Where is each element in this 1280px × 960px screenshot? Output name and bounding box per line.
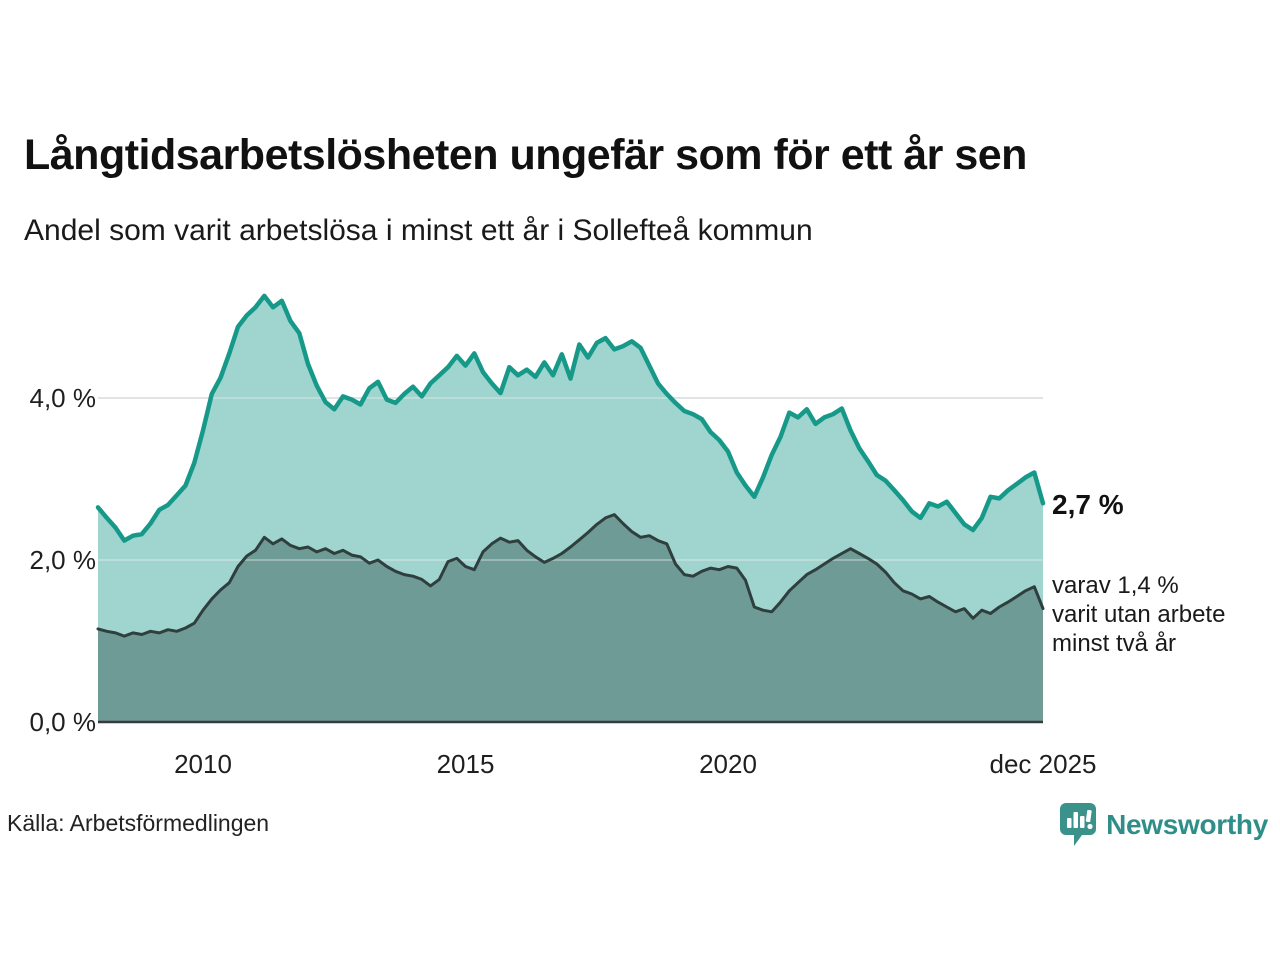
- x-tick-label: dec 2025: [989, 749, 1097, 779]
- end-value-label-total: 2,7 %: [1052, 489, 1124, 520]
- page-subtitle: Andel som varit arbetslösa i minst ett å…: [24, 214, 813, 247]
- newsworthy-logo: Newsworthy: [1059, 802, 1268, 848]
- x-tick-label: 2020: [699, 749, 757, 779]
- x-tick-label: 2015: [436, 749, 495, 779]
- source-note: Källa: Arbetsförmedlingen: [7, 810, 270, 836]
- newsworthy-wordmark: Newsworthy: [1106, 809, 1268, 840]
- x-tick-label: 2010: [174, 749, 232, 779]
- line-unemployed-two-years: [96, 513, 1045, 638]
- area-unemployed-two-years: [98, 514, 1043, 722]
- gridlines-overlay: [98, 397, 1043, 561]
- y-tick-label: 0,0 %: [29, 707, 97, 737]
- y-tick-label: 2,0 %: [29, 545, 97, 575]
- y-tick-label: 4,0 %: [29, 383, 97, 413]
- newsworthy-bubble-chart-icon: [1060, 803, 1097, 846]
- end-value-label-secondary: varav 1,4 % varit utan arbete minst två …: [1052, 572, 1226, 657]
- page-title: Långtidsarbetslösheten ungefär som för e…: [24, 131, 1027, 179]
- line-unemployed-one-year: [95, 293, 1046, 543]
